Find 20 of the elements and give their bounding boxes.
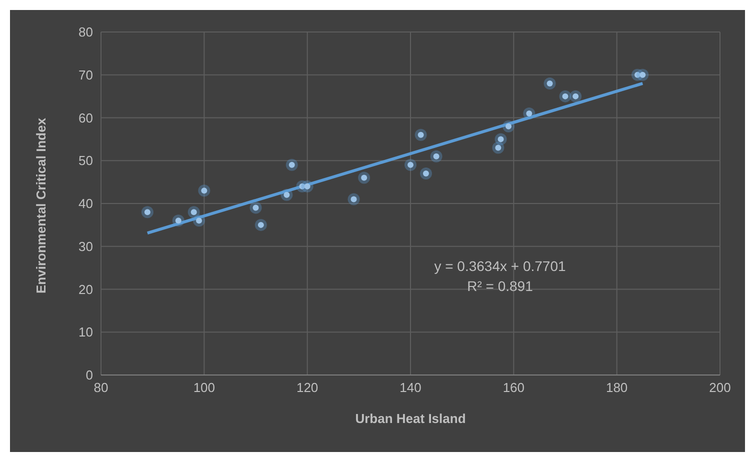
y-tick-label: 20: [78, 282, 93, 297]
y-tick-label: 10: [78, 324, 93, 340]
y-tick-label: 40: [78, 196, 93, 212]
x-tick-label: 160: [502, 380, 525, 396]
y-tick-label: 30: [78, 238, 93, 254]
x-tick-label: 140: [400, 380, 422, 396]
x-tick-label: 120: [296, 380, 318, 396]
x-tick-label: 180: [606, 380, 628, 396]
y-tick-label: 50: [78, 153, 93, 168]
y-tick-label: 70: [78, 67, 93, 82]
y-axis-title: Environmental Critical Index: [34, 117, 49, 294]
x-axis-title: Urban Heat Island: [355, 411, 466, 426]
x-tick-label: 100: [193, 380, 216, 396]
annotation: R² = 0.891: [466, 278, 534, 294]
annotation: y = 0.3634x + 0.7701: [433, 258, 567, 274]
y-tick-label: 0: [86, 368, 93, 383]
x-tick-label: 80: [94, 380, 108, 396]
y-tick-label: 80: [78, 24, 93, 40]
x-tick-label: 200: [709, 380, 731, 396]
y-tick-label: 60: [78, 110, 93, 126]
